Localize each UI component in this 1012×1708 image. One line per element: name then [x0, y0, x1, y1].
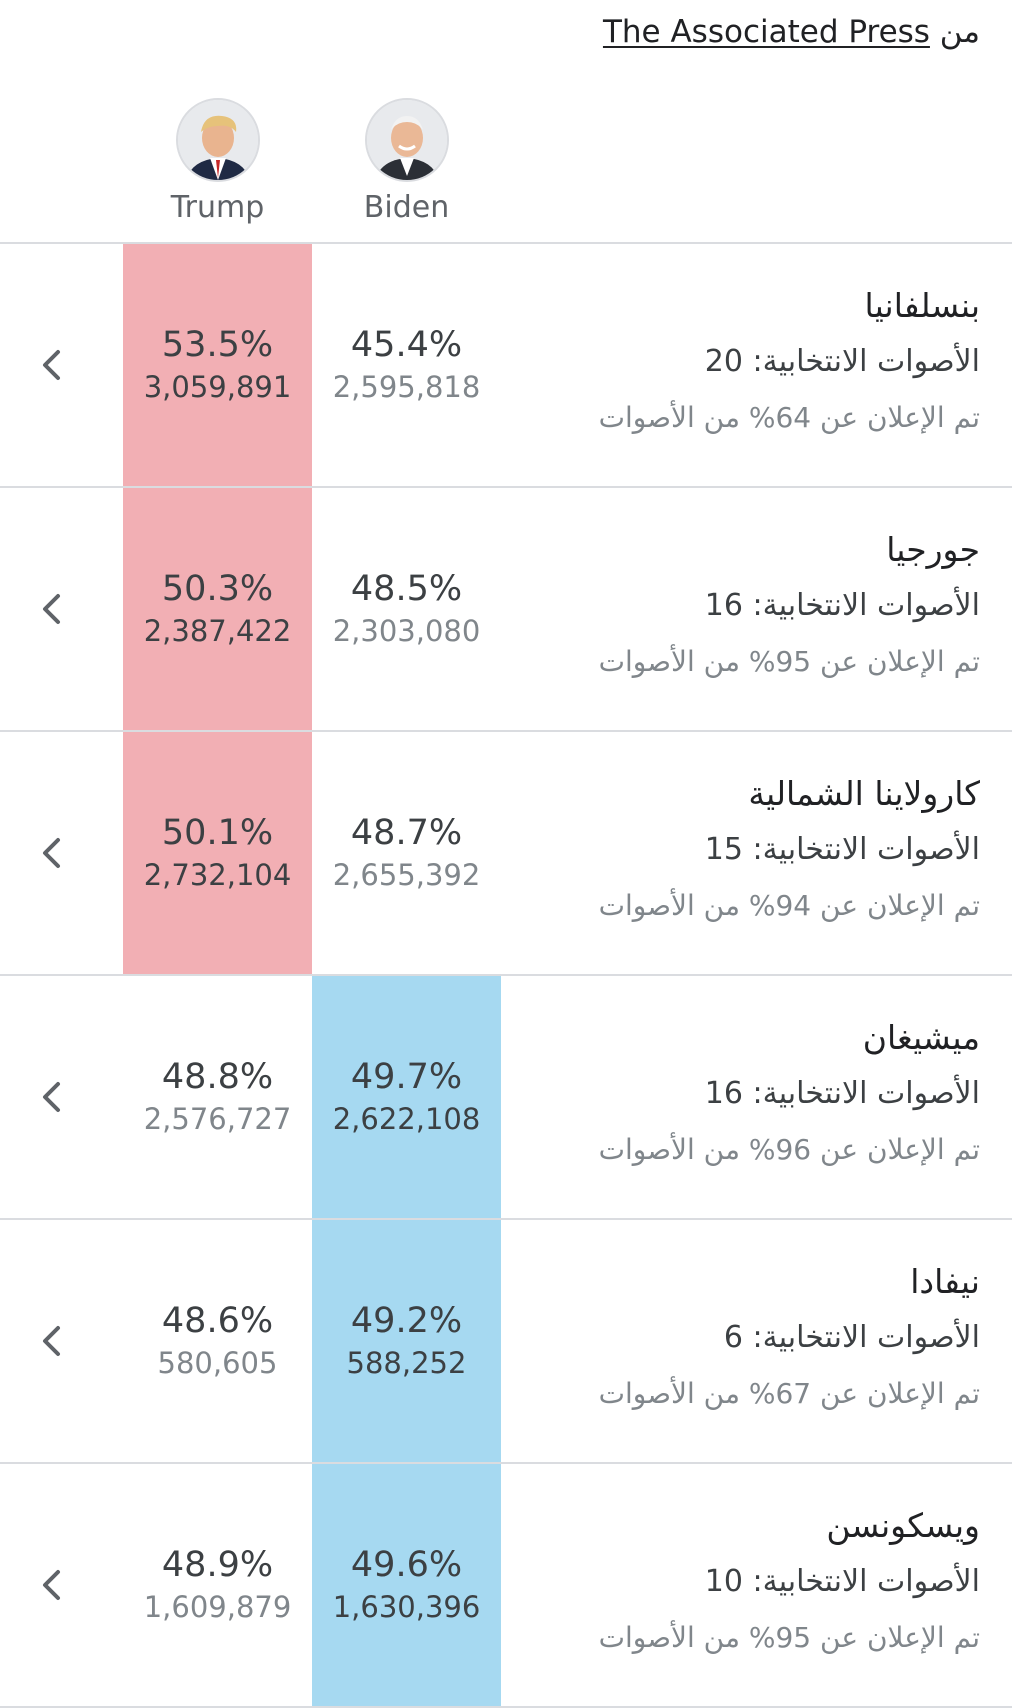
- chevron-left-icon[interactable]: [34, 1220, 68, 1462]
- electoral-votes: الأصوات الانتخابية: 16: [704, 1076, 980, 1111]
- biden-votes: 2,655,392: [332, 858, 481, 892]
- state-info: كارولاينا الشمالية الأصوات الانتخابية: 1…: [540, 772, 980, 926]
- state-name: بنسلفانيا: [864, 286, 980, 325]
- reporting-status: تم الإعلان عن 64% من الأصوات: [598, 401, 980, 434]
- chevron-left-icon[interactable]: [34, 244, 68, 486]
- biden-avatar: [364, 98, 449, 182]
- state-name: جورجيا: [886, 530, 980, 569]
- biden-name: Biden: [363, 190, 450, 225]
- electoral-votes: الأصوات الانتخابية: 16: [704, 588, 980, 623]
- trump-votes: 2,387,422: [143, 614, 292, 648]
- trump-votes: 2,576,727: [143, 1102, 292, 1136]
- source-prefix: من: [939, 14, 980, 50]
- trump-votes: 580,605: [157, 1346, 278, 1380]
- reporting-status: تم الإعلان عن 95% من الأصوات: [598, 1621, 980, 1654]
- state-row[interactable]: 48.9% 1,609,879 49.6% 1,630,396 ويسكونسن…: [0, 1464, 1012, 1708]
- biden-result: 49.6% 1,630,396: [312, 1464, 501, 1706]
- trump-percent: 48.6%: [161, 1301, 274, 1341]
- biden-votes: 2,595,818: [332, 370, 481, 404]
- biden-percent: 45.4%: [350, 325, 463, 365]
- state-info: ويسكونسن الأصوات الانتخابية: 10 تم الإعل…: [540, 1504, 980, 1658]
- trump-result: 53.5% 3,059,891: [123, 244, 312, 486]
- chevron-left-icon[interactable]: [34, 732, 68, 974]
- biden-votes: 588,252: [346, 1346, 467, 1380]
- trump-votes: 1,609,879: [143, 1590, 292, 1624]
- state-name: ويسكونسن: [826, 1506, 980, 1545]
- electoral-votes: الأصوات الانتخابية: 6: [723, 1320, 980, 1355]
- chevron-left-icon[interactable]: [34, 488, 68, 730]
- trump-votes: 2,732,104: [143, 858, 292, 892]
- biden-votes: 1,630,396: [332, 1590, 481, 1624]
- candidate-biden: Biden: [312, 98, 501, 225]
- results-list: 53.5% 3,059,891 45.4% 2,595,818 بنسلفاني…: [0, 242, 1012, 1708]
- chevron-left-icon[interactable]: [34, 976, 68, 1218]
- biden-percent: 48.7%: [350, 813, 463, 853]
- electoral-votes: الأصوات الانتخابية: 15: [704, 832, 980, 867]
- state-row[interactable]: 50.3% 2,387,422 48.5% 2,303,080 جورجيا ا…: [0, 488, 1012, 732]
- biden-result: 49.7% 2,622,108: [312, 976, 501, 1218]
- state-info: نيفادا الأصوات الانتخابية: 6 تم الإعلان …: [540, 1260, 980, 1414]
- trump-result: 50.1% 2,732,104: [123, 732, 312, 974]
- trump-percent: 50.3%: [161, 569, 274, 609]
- state-row[interactable]: 48.6% 580,605 49.2% 588,252 نيفادا الأصو…: [0, 1220, 1012, 1464]
- biden-result: 48.5% 2,303,080: [312, 488, 501, 730]
- electoral-votes: الأصوات الانتخابية: 10: [704, 1564, 980, 1599]
- source-attribution: من The Associated Press: [603, 14, 980, 50]
- biden-result: 49.2% 588,252: [312, 1220, 501, 1462]
- reporting-status: تم الإعلان عن 96% من الأصوات: [598, 1133, 980, 1166]
- state-row[interactable]: 48.8% 2,576,727 49.7% 2,622,108 ميشيغان …: [0, 976, 1012, 1220]
- biden-percent: 49.7%: [350, 1057, 463, 1097]
- state-name: نيفادا: [910, 1262, 980, 1301]
- biden-result: 48.7% 2,655,392: [312, 732, 501, 974]
- state-name: كارولاينا الشمالية: [748, 774, 980, 813]
- biden-percent: 49.6%: [350, 1545, 463, 1585]
- reporting-status: تم الإعلان عن 67% من الأصوات: [598, 1377, 980, 1410]
- trump-percent: 48.9%: [161, 1545, 274, 1585]
- trump-result: 48.9% 1,609,879: [123, 1464, 312, 1706]
- biden-result: 45.4% 2,595,818: [312, 244, 501, 486]
- trump-percent: 48.8%: [161, 1057, 274, 1097]
- trump-percent: 50.1%: [161, 813, 274, 853]
- trump-result: 50.3% 2,387,422: [123, 488, 312, 730]
- biden-percent: 49.2%: [350, 1301, 463, 1341]
- biden-percent: 48.5%: [350, 569, 463, 609]
- trump-percent: 53.5%: [161, 325, 274, 365]
- state-info: بنسلفانيا الأصوات الانتخابية: 20 تم الإع…: [540, 284, 980, 438]
- trump-result: 48.6% 580,605: [123, 1220, 312, 1462]
- electoral-votes: الأصوات الانتخابية: 20: [704, 344, 980, 379]
- trump-name: Trump: [170, 190, 265, 225]
- candidate-trump: Trump: [123, 98, 312, 225]
- reporting-status: تم الإعلان عن 94% من الأصوات: [598, 889, 980, 922]
- biden-votes: 2,303,080: [332, 614, 481, 648]
- chevron-left-icon[interactable]: [34, 1464, 68, 1706]
- trump-avatar: [175, 98, 260, 182]
- reporting-status: تم الإعلان عن 95% من الأصوات: [598, 645, 980, 678]
- source-link[interactable]: The Associated Press: [602, 14, 930, 50]
- state-row[interactable]: 50.1% 2,732,104 48.7% 2,655,392 كارولاين…: [0, 732, 1012, 976]
- trump-result: 48.8% 2,576,727: [123, 976, 312, 1218]
- state-name: ميشيغان: [862, 1018, 980, 1057]
- state-info: ميشيغان الأصوات الانتخابية: 16 تم الإعلا…: [540, 1016, 980, 1170]
- biden-votes: 2,622,108: [332, 1102, 481, 1136]
- state-info: جورجيا الأصوات الانتخابية: 16 تم الإعلان…: [540, 528, 980, 682]
- state-row[interactable]: 53.5% 3,059,891 45.4% 2,595,818 بنسلفاني…: [0, 244, 1012, 488]
- trump-votes: 3,059,891: [143, 370, 292, 404]
